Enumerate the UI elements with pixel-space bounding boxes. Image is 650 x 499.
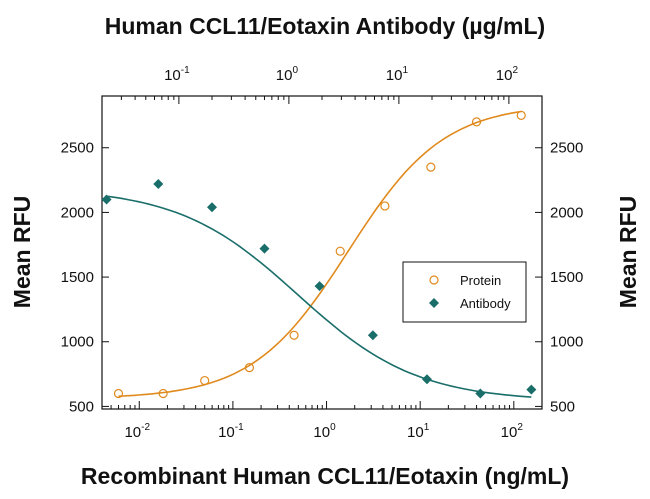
protein-point — [200, 375, 210, 386]
legend-box — [402, 261, 527, 323]
top-tick-label: 10-1 — [164, 65, 190, 84]
right-tick-label: 500 — [550, 398, 575, 415]
plot-frame — [101, 95, 543, 410]
protein-point — [380, 201, 390, 211]
legend-protein-marker — [429, 275, 439, 285]
fit-curves — [106, 110, 532, 398]
top-tick-label: 101 — [386, 65, 409, 84]
protein-fit-curve — [118, 110, 522, 397]
antibody-point — [367, 330, 378, 341]
antibody-point — [153, 178, 164, 189]
bottom-axis-ticks: 10-2 10-1 100 101 102 — [101, 401, 543, 441]
antibody-point — [475, 388, 486, 399]
protein-point — [426, 162, 436, 172]
bottom-tick-label: 10-1 — [218, 422, 244, 441]
x-axis-label: Recombinant Human CCL11/Eotaxin (ng/mL) — [81, 463, 569, 489]
antibody-point — [314, 281, 325, 292]
antibody-fit-curve — [106, 195, 532, 398]
legend-antibody-label: Antibody — [460, 296, 511, 311]
antibody-point — [101, 194, 112, 205]
bottom-tick-label: 10-2 — [124, 422, 150, 441]
antibody-point — [526, 384, 537, 395]
right-tick-label: 1500 — [550, 269, 583, 286]
legend-protein-label: Protein — [460, 273, 501, 288]
protein-point — [335, 246, 345, 256]
bottom-tick-label: 100 — [313, 422, 336, 441]
protein-point — [244, 363, 254, 373]
right-axis-ticks: 500 1000 1500 2000 2500 — [535, 140, 583, 415]
bottom-tick-label: 101 — [407, 422, 430, 441]
top-tick-label: 102 — [496, 65, 519, 84]
protein-point — [471, 117, 482, 127]
left-tick-label: 2000 — [61, 204, 94, 221]
y-axis-label-left: Mean RFU — [9, 196, 35, 308]
bottom-tick-label: 102 — [501, 422, 524, 441]
legend-antibody-marker — [429, 298, 439, 308]
protein-point — [516, 110, 526, 121]
top-axis-ticks: 10-1 100 101 102 — [101, 65, 543, 104]
chart-title: Human CCL11/Eotaxin Antibody (µg/mL) — [105, 13, 545, 39]
top-tick-label: 100 — [276, 65, 299, 84]
left-axis-ticks: 500 1000 1500 2000 2500 — [61, 140, 109, 415]
antibody-point — [259, 243, 270, 254]
right-tick-label: 2000 — [550, 204, 583, 221]
left-tick-label: 2500 — [61, 140, 94, 157]
protein-point — [289, 330, 299, 340]
y-axis-label-right: Mean RFU — [615, 196, 641, 308]
data-points — [101, 110, 537, 399]
left-tick-label: 1500 — [61, 269, 94, 286]
right-tick-label: 2500 — [550, 140, 583, 157]
antibody-point — [207, 202, 217, 213]
left-tick-label: 500 — [69, 398, 94, 415]
protein-point — [158, 388, 168, 399]
left-tick-label: 1000 — [61, 334, 94, 351]
right-tick-label: 1000 — [550, 334, 583, 351]
antibody-point — [421, 374, 432, 385]
protein-point — [113, 388, 124, 399]
legend: Protein Antibody — [402, 261, 527, 323]
